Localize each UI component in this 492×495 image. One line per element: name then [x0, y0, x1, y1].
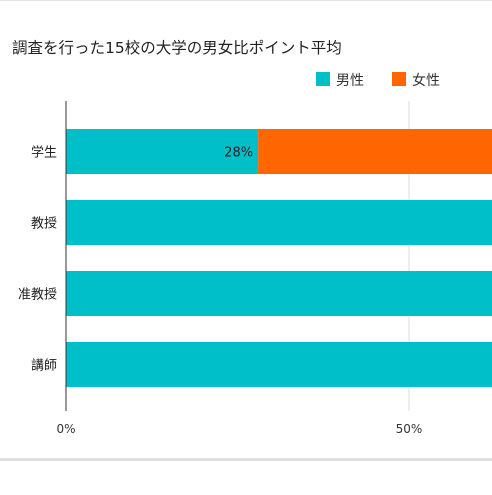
- chart-title: 調査を行った15校の大学の男女比ポイント平均: [12, 38, 342, 57]
- bar-male-0: [66, 129, 259, 174]
- category-label: 講師: [31, 358, 57, 374]
- legend-label: 女性: [412, 72, 440, 89]
- bar-male-2: [66, 271, 492, 316]
- data-label: 28%: [224, 146, 253, 161]
- legend: 男性 女性: [316, 72, 440, 89]
- data-labels: 28%: [224, 146, 253, 161]
- category-label: 教授: [31, 216, 57, 232]
- bars: [66, 129, 492, 387]
- x-tick-label: 0%: [56, 422, 75, 436]
- bar-female-0: [258, 129, 492, 174]
- category-label: 学生: [31, 145, 57, 161]
- bar-male-1: [66, 200, 492, 245]
- legend-swatch-female: [392, 72, 406, 86]
- page-footer-band: [0, 458, 492, 495]
- legend-swatch-male: [316, 72, 330, 86]
- category-label: 准教授: [18, 287, 57, 303]
- x-tick-label: 50%: [396, 422, 423, 436]
- x-tick-labels: 0% 50%: [56, 422, 422, 436]
- chart-card: 調査を行った15校の大学の男女比ポイント平均 男性 女性 学生教授准教授講師 0%…: [0, 0, 492, 436]
- legend-label: 男性: [336, 73, 364, 89]
- bar-male-3: [66, 342, 492, 387]
